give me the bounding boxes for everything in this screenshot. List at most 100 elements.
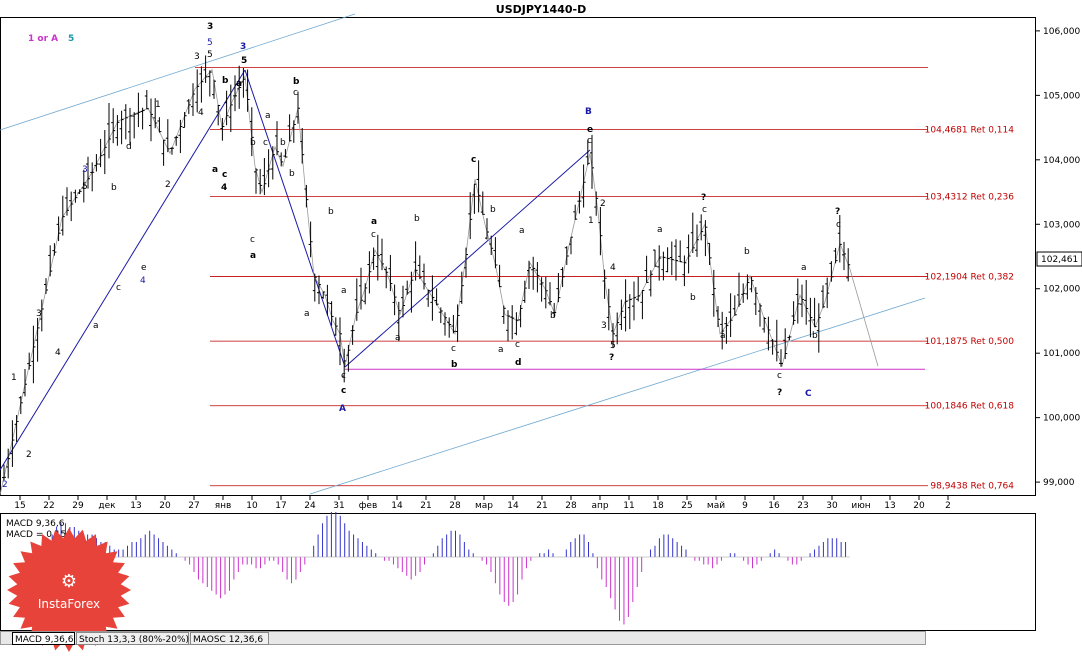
- price-bar: [128, 107, 132, 146]
- y-tick-label: 99,000: [1043, 478, 1075, 488]
- wave-label: ?: [835, 207, 840, 217]
- macd-histogram: [29, 512, 850, 625]
- price-bar: [354, 278, 359, 321]
- wave-label: c: [250, 235, 255, 245]
- wave-label: 1: [588, 216, 594, 226]
- price-bar: [325, 284, 330, 316]
- price-bar: [707, 242, 712, 265]
- y-tick-label: 104,000: [1043, 156, 1080, 166]
- price-bar: [39, 299, 44, 332]
- x-tick-label: 29: [72, 501, 84, 511]
- wave-label: b: [451, 360, 458, 370]
- price-bar: [65, 187, 69, 216]
- price-bar: [35, 317, 40, 362]
- x-tick-label: 16: [768, 501, 780, 511]
- y-tick-label: 102,000: [1043, 285, 1080, 295]
- wave-label: b: [250, 138, 256, 148]
- wave-label: b: [222, 76, 229, 86]
- price-bar: [212, 79, 216, 99]
- y-tick-label: 106,000: [1043, 27, 1080, 37]
- chart-title: USDJPY1440-D: [496, 3, 586, 16]
- price-bar: [674, 239, 678, 281]
- price-bar: [52, 243, 57, 256]
- macd-label: MACD 9,36,6: [6, 519, 65, 529]
- price-bar: [23, 369, 27, 397]
- retracement-levels: 104,4681 Ret 0,114 103,4312 Ret 0,236 102,…: [195, 67, 1014, 492]
- price-bar: [585, 139, 590, 166]
- wave-label: a: [371, 217, 377, 227]
- price-bar: [111, 108, 116, 144]
- price-bar: [300, 127, 305, 164]
- wave-label: 4: [55, 348, 61, 358]
- price-bar: [266, 149, 271, 188]
- x-tick-label: май: [707, 501, 725, 511]
- wave-label: c: [222, 170, 227, 180]
- wave-label: 4: [221, 183, 227, 193]
- wave-label: c: [471, 155, 476, 165]
- wave-label: 1: [155, 100, 161, 110]
- logo-burst-shape: [7, 528, 131, 652]
- price-bar: [86, 156, 90, 189]
- tab-macd[interactable]: [12, 632, 75, 645]
- wave-label: a: [250, 251, 256, 261]
- instaforex-logo: ⚙ InstaForex: [7, 528, 131, 652]
- price-bar: [430, 275, 435, 321]
- price-bar: [249, 107, 254, 157]
- price-bar: [506, 310, 510, 342]
- price-bar: [438, 307, 443, 324]
- wave-label: c: [116, 283, 121, 293]
- price-bar: [417, 255, 422, 280]
- x-tick-label: 28: [449, 501, 461, 511]
- wave-label: e: [587, 125, 593, 135]
- price-bar: [98, 138, 103, 168]
- wave-label: 2: [600, 199, 606, 209]
- price-bar: [535, 262, 540, 293]
- price-bar: [783, 328, 788, 360]
- wave-label: e: [141, 263, 147, 273]
- price-bar: [157, 117, 162, 133]
- wave-line-up: [0, 69, 246, 471]
- wave-label: a: [265, 111, 271, 121]
- price-bar: [833, 247, 838, 264]
- price-bar: [644, 255, 649, 283]
- price-bar: [716, 306, 720, 328]
- price-bar: [392, 284, 397, 316]
- price-bar: [254, 168, 258, 194]
- price-bar: [174, 135, 179, 146]
- price-bar: [682, 255, 687, 287]
- wave-label: 2: [2, 480, 8, 490]
- price-bar: [132, 112, 137, 139]
- price-bar: [312, 273, 317, 302]
- tab-maosc-label: MAOSC 12,36,6: [193, 635, 263, 645]
- x-tick-label: фев: [359, 501, 378, 511]
- price-bar: [388, 254, 393, 292]
- price-bar: [14, 415, 19, 442]
- wave-label: a: [801, 263, 807, 273]
- tab-macd-label: MACD 9,36,6: [15, 635, 74, 645]
- wave-label: a: [657, 225, 663, 235]
- price-bar: [480, 191, 485, 215]
- current-price-label: 102,461: [1041, 255, 1078, 265]
- wave-label: 4: [610, 263, 616, 273]
- price-bar: [766, 316, 771, 351]
- price-bar: [56, 216, 61, 242]
- tab-maosc[interactable]: [190, 632, 269, 645]
- price-bar: [724, 316, 729, 344]
- price-bar: [791, 301, 796, 325]
- price-bar: [552, 302, 557, 318]
- wave-label: c: [293, 88, 298, 98]
- price-bar: [48, 245, 53, 277]
- tab-stoch[interactable]: [76, 632, 189, 645]
- price-bar: [623, 279, 628, 332]
- price-bar: [686, 234, 691, 274]
- price-bar: [31, 325, 36, 384]
- price-bar: [413, 241, 418, 281]
- wave-label: b: [550, 311, 556, 321]
- wave-label: b: [490, 205, 496, 215]
- price-bar: [619, 299, 624, 330]
- price-bar: [762, 316, 767, 333]
- price-bar: [661, 251, 666, 281]
- price-bar: [18, 396, 23, 415]
- price-bar: [770, 339, 775, 355]
